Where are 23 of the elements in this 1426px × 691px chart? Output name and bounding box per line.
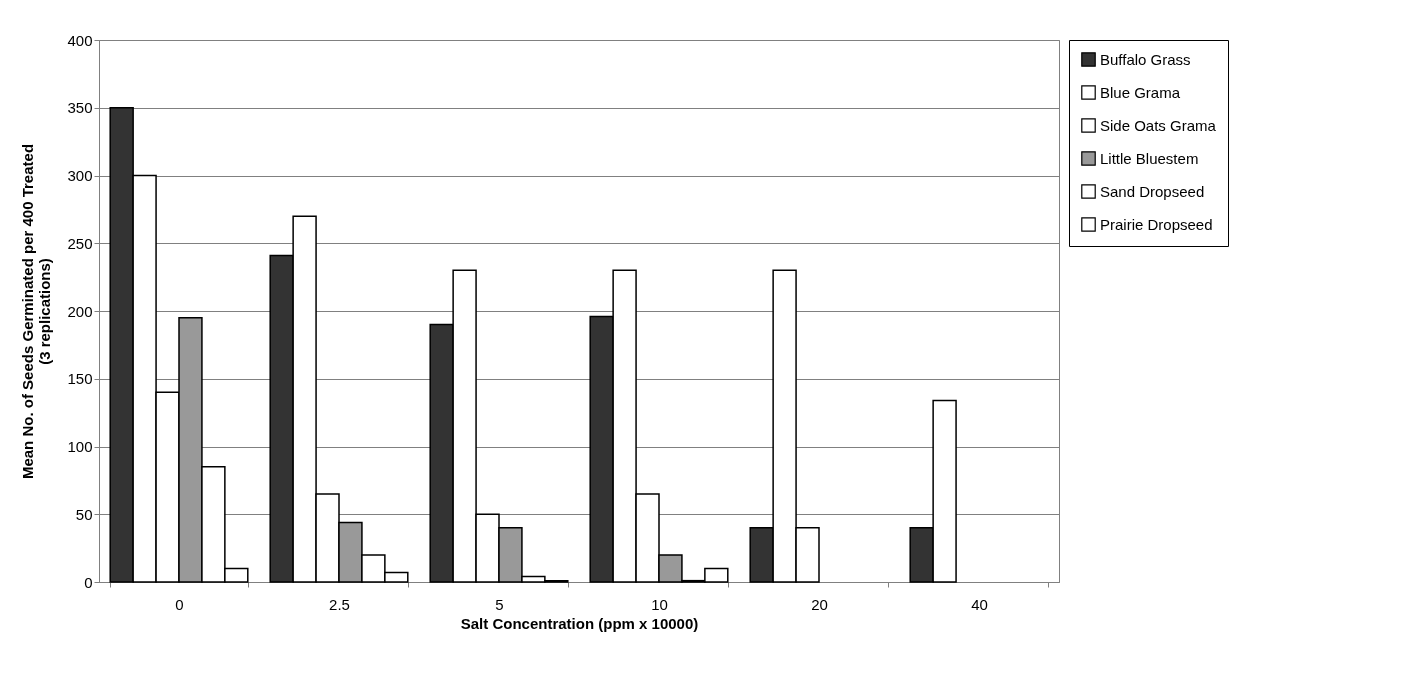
y-tick-label: 400 [67, 31, 93, 49]
x-tick-label: 5 [495, 595, 504, 613]
legend-label: Side Oats Grama [1100, 116, 1217, 134]
x-tick-label: 20 [811, 595, 828, 613]
y-tick-label: 0 [84, 573, 93, 591]
y-tick-label: 50 [75, 505, 93, 523]
x-tick-label: 2.5 [329, 595, 350, 613]
y-tick-label: 100 [67, 438, 93, 455]
x-tick-label: 10 [651, 595, 668, 613]
legend-label: Sand Dropseed [1100, 182, 1205, 200]
legend-label: Buffalo Grass [1100, 50, 1191, 68]
x-tick-label: 40 [971, 595, 988, 613]
y-tick-label: 150 [67, 370, 93, 388]
legend-label: Blue Grama [1100, 83, 1181, 101]
y-axis-title: Mean No. of Seeds Germinated per 400 Treated (3 replications) [19, 143, 54, 480]
y-tick-label: 300 [67, 167, 93, 184]
legend-label: Prairie Dropseed [1100, 215, 1213, 233]
y-tick-label: 200 [67, 302, 93, 320]
legend-label: Little Bluestem [1100, 149, 1199, 167]
x-axis-title: Salt Concentration (ppm x 10000) [460, 614, 699, 632]
y-tick-label: 250 [67, 234, 93, 252]
y-tick-label: 350 [67, 99, 93, 117]
x-tick-label: 0 [175, 595, 184, 613]
